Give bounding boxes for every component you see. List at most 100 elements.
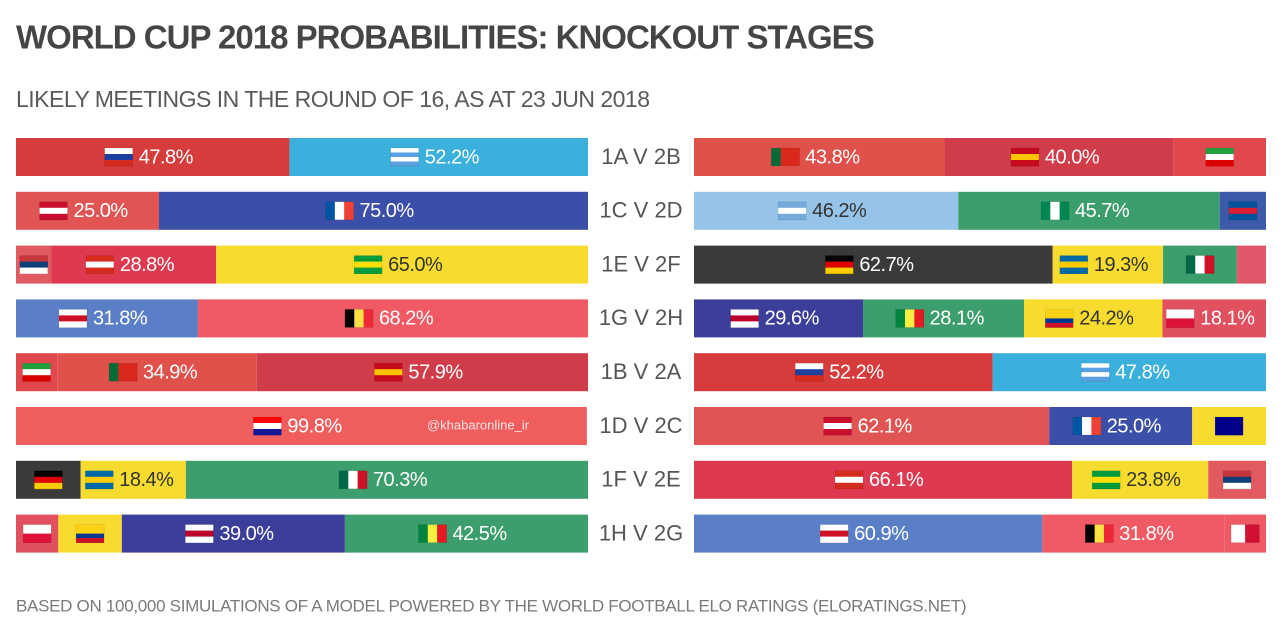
flag-stripe (354, 261, 383, 268)
bar-segment (185, 460, 588, 499)
flag-stripe (344, 309, 355, 328)
flag-border (338, 470, 368, 490)
flag-stripe (1045, 322, 1074, 328)
bar-segment (344, 514, 588, 553)
flag-stripe (1092, 482, 1121, 490)
flag-stripe (39, 207, 68, 215)
flag-stripe (354, 309, 364, 328)
match-label: 1E V 2F (601, 251, 680, 276)
flag-stripe (1081, 376, 1110, 382)
flag-border (1091, 470, 1121, 490)
flag-stripe (1010, 154, 1039, 161)
flag-border (1072, 416, 1101, 436)
flag-stripe (825, 261, 854, 268)
flag-stripe (22, 375, 51, 382)
value-label: 25.0% (1107, 415, 1162, 437)
flag-border (1010, 147, 1040, 167)
flag-stripe (1215, 426, 1244, 436)
flag-border (325, 201, 354, 221)
flag-stripe (374, 375, 403, 382)
flag-stripe (363, 309, 374, 328)
flag-stripe (1059, 201, 1070, 220)
flag-stripe (127, 363, 138, 382)
flag-stripe (1166, 318, 1195, 328)
value-label: 42.5% (452, 523, 507, 545)
flag-stripe (1223, 482, 1252, 490)
flag-stripe (1228, 207, 1257, 215)
flag-stripe (1081, 363, 1110, 368)
flag-border (58, 309, 88, 328)
bar-segment (863, 299, 1025, 338)
flag-stripe (185, 530, 214, 537)
flag-stripe (76, 529, 105, 534)
flag-stripe (34, 476, 63, 484)
flag-stripe (823, 417, 852, 424)
flag-stripe (835, 476, 864, 484)
flag-border (895, 309, 924, 328)
flag-stripe (58, 309, 87, 316)
value-label: 46.2% (812, 200, 867, 222)
flag-border (85, 255, 115, 274)
flag-stripe (39, 201, 68, 209)
flag-stripe (19, 255, 48, 262)
flag-stripe (820, 524, 849, 531)
bar-segment (694, 299, 864, 338)
flag-stripe (253, 417, 282, 424)
match-label: 1A V 2B (601, 144, 681, 169)
flag-border (253, 416, 282, 436)
flag-stripe (825, 267, 854, 274)
flag-stripe (1223, 470, 1252, 478)
flag-stripe (823, 423, 852, 430)
flag-stripe (795, 369, 824, 376)
flag-stripe (39, 213, 68, 221)
value-label: 62.7% (859, 254, 914, 276)
flag-stripe (778, 207, 807, 215)
flag-stripe (185, 536, 214, 543)
bar-segment (216, 245, 588, 284)
flag-border (418, 524, 447, 543)
value-label: 31.8% (93, 308, 148, 330)
flag-stripe (823, 429, 852, 436)
flag-stripe (104, 160, 133, 167)
flag-stripe (778, 213, 807, 221)
flag-stripe (795, 363, 824, 370)
flag-stripe (1045, 313, 1074, 319)
flag-stripe (1166, 309, 1195, 319)
flag-stripe (85, 267, 114, 274)
flag-stripe (1010, 160, 1039, 167)
flag-stripe (1204, 255, 1215, 274)
bar-segment (694, 514, 1043, 553)
bar-segment (16, 138, 290, 176)
value-label: 31.8% (1119, 523, 1174, 545)
match-label: 1D V 2C (599, 413, 682, 438)
flag-stripe (1059, 255, 1088, 262)
flag-stripe (1081, 367, 1110, 373)
flag-border (85, 470, 114, 490)
flag-stripe (820, 530, 849, 537)
flag-border (1222, 470, 1252, 490)
flag-stripe (1245, 524, 1260, 543)
flag-stripe (1195, 255, 1205, 274)
flag-stripe (118, 363, 128, 382)
flag-stripe (1103, 524, 1114, 543)
flag-stripe (354, 255, 383, 262)
bar-segment (121, 514, 345, 553)
watermark: @khabaronline_ir (427, 417, 530, 432)
flag-stripe (22, 369, 51, 376)
value-label: 66.1% (869, 469, 924, 491)
bar-segment (694, 138, 945, 176)
bar-segment (694, 407, 1050, 445)
flag-border (1214, 416, 1244, 436)
flag-stripe (76, 533, 105, 539)
flag-stripe (19, 267, 48, 274)
flag-stripe (1228, 201, 1257, 209)
bar-segment (944, 138, 1174, 176)
chart-subtitle: LIKELY MEETINGS IN THE ROUND OF 16, AS A… (16, 86, 650, 112)
flag-stripe (253, 423, 282, 430)
flag-stripe (108, 363, 119, 382)
value-label: 28.1% (930, 308, 985, 330)
flag-border (19, 255, 48, 274)
flag-border (374, 362, 403, 382)
flag-stripe (427, 524, 438, 543)
